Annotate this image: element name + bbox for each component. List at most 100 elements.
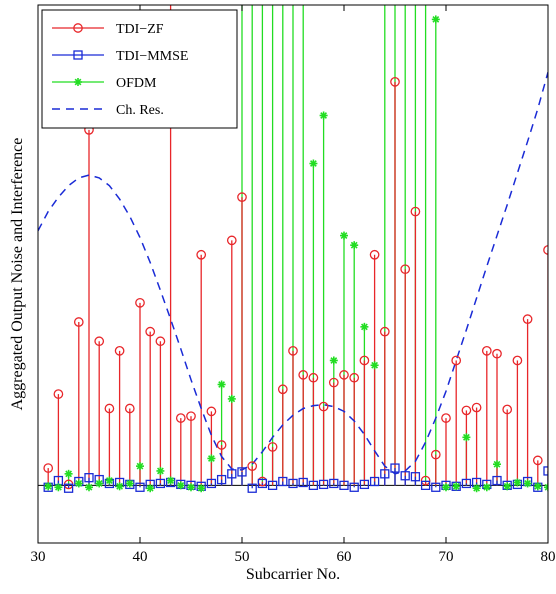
ofdm-point (431, 15, 440, 24)
ofdm-point (146, 484, 155, 493)
x-tick-label: 70 (439, 549, 454, 565)
mmse-point (216, 474, 227, 485)
ofdm-point (309, 159, 318, 168)
zf-point (359, 355, 370, 366)
mmse-point (410, 472, 421, 482)
legend-marker (73, 23, 83, 33)
zf-point (400, 264, 411, 275)
ofdm-point (217, 380, 226, 389)
mmse-point (298, 477, 308, 488)
zf-point (420, 475, 431, 486)
mmse-point (135, 482, 145, 492)
ofdm-point (462, 433, 471, 442)
ofdm-point (115, 482, 124, 491)
zf-point (308, 372, 319, 383)
mmse-point (308, 480, 319, 491)
mmse-point (359, 479, 370, 490)
zf-point (441, 413, 451, 423)
mmse-point (390, 463, 400, 473)
zf-point (114, 346, 125, 356)
ofdm-point (523, 479, 532, 488)
zf-point (522, 314, 533, 325)
ofdm-point (472, 484, 481, 493)
ofdm-point (370, 361, 379, 370)
x-tick-label: 30 (31, 549, 46, 565)
zf-point (145, 326, 156, 337)
mmse-point (400, 471, 410, 481)
zf-point (318, 401, 329, 412)
zf-point (349, 372, 360, 383)
ofdm-point (493, 460, 501, 469)
zf-point (410, 206, 421, 217)
zf-point (226, 235, 237, 246)
mmse-point (431, 482, 441, 492)
axes: 30 40 50 60 70 80 (31, 4, 556, 565)
zf-point (43, 463, 54, 473)
ofdm-point (136, 462, 144, 471)
zf-point (175, 413, 186, 423)
ofdm-point (513, 478, 522, 487)
mmse-point (267, 480, 278, 491)
zf-point (288, 346, 298, 356)
mmse-point (420, 480, 431, 491)
mmse-point (349, 482, 359, 492)
zf-point (502, 404, 513, 415)
zf-point (298, 370, 309, 380)
ofdm-point (329, 356, 338, 365)
mmse-point (288, 478, 298, 489)
mmse-point (206, 478, 217, 489)
legend-entry: OFDM (52, 76, 157, 91)
ofdm-point (319, 111, 328, 120)
x-tick-label: 40 (133, 549, 148, 565)
ch-res-line (38, 72, 548, 475)
zf-point (104, 403, 115, 414)
zf-point (492, 348, 502, 359)
x-tick-label: 60 (337, 549, 352, 565)
x-tick-label: 80 (541, 549, 556, 565)
y-axis-label: Aggregated Output Noise and Interference (9, 138, 26, 411)
zf-point (196, 249, 207, 260)
mmse-point (237, 467, 247, 477)
zf-point (390, 77, 400, 87)
ofdm-point (452, 482, 461, 491)
zf-point (237, 192, 247, 202)
zf-point (481, 346, 492, 356)
legend-marker (74, 78, 82, 86)
x-axis-label: Subcarrier No. (246, 566, 340, 583)
mmse-point (369, 476, 380, 487)
ofdm-point (74, 479, 83, 488)
legend-marker (73, 50, 83, 60)
zf-point (216, 440, 227, 450)
zf-point (451, 355, 462, 366)
ofdm-point (156, 466, 165, 475)
zf-point (328, 377, 339, 388)
mmse-point (543, 466, 548, 476)
ofdm-point (227, 394, 236, 403)
mmse-point (278, 476, 288, 487)
zf-point (267, 442, 278, 452)
mmse-point (257, 478, 268, 489)
mmse-point (247, 483, 257, 493)
zf-point (339, 370, 349, 380)
legend-label: TDI−ZF (116, 22, 164, 37)
ofdm-point (533, 482, 542, 491)
ofdm-point (105, 476, 114, 485)
ofdm-point (64, 469, 73, 478)
mmse-point (329, 478, 339, 489)
zf-point (186, 411, 196, 422)
ofdm-point (350, 241, 359, 250)
legend-entry: Ch. Res. (52, 103, 164, 118)
ofdm-point (442, 483, 450, 492)
ofdm-point (166, 476, 175, 485)
mmse-point (63, 483, 74, 493)
zf-point (277, 384, 288, 395)
mmse-point (84, 473, 94, 483)
ofdm-point (85, 483, 93, 492)
axes-box (37, 4, 549, 544)
mmse-point (461, 478, 472, 489)
ofdm-point (503, 482, 512, 491)
ofdm-point (340, 231, 348, 240)
zf-point (512, 355, 523, 366)
zf-point (124, 403, 135, 414)
